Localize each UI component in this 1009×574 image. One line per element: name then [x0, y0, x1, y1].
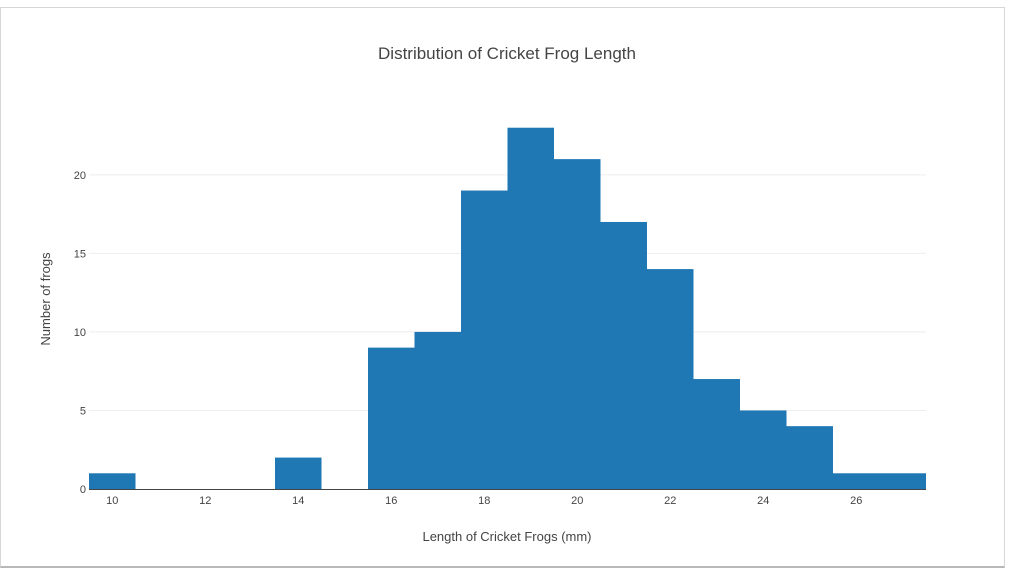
- y-tick-label-10: 10: [74, 327, 86, 339]
- x-tick-label-12: 12: [199, 495, 211, 507]
- histogram-bar-17[interactable]: [414, 331, 462, 489]
- x-tick-label-18: 18: [478, 495, 490, 507]
- histogram-bar-19[interactable]: [507, 127, 555, 489]
- histogram-bar-10[interactable]: [89, 473, 136, 489]
- x-tick-labels: 10 12 14 16 18 20 22 24 26: [106, 495, 862, 507]
- y-tick-label-5: 5: [80, 405, 86, 417]
- y-tick-label-20: 20: [74, 170, 86, 182]
- histogram-bar-26[interactable]: [833, 473, 880, 489]
- histogram-bars: [89, 127, 927, 490]
- histogram-bar-16[interactable]: [368, 347, 415, 489]
- x-tick-label-10: 10: [106, 495, 118, 507]
- histogram-bar-27[interactable]: [879, 473, 927, 489]
- histogram-bar-22[interactable]: [647, 269, 694, 489]
- histogram-bar-25[interactable]: [786, 426, 834, 489]
- x-tick-label-20: 20: [571, 495, 583, 507]
- y-tick-labels: 0 5 10 15 20: [74, 170, 86, 496]
- y-axis-label: Number of frogs: [38, 252, 53, 346]
- x-tick-label-16: 16: [385, 495, 397, 507]
- histogram-bar-21[interactable]: [600, 221, 648, 490]
- y-tick-label-0: 0: [80, 484, 86, 496]
- y-tick-label-15: 15: [74, 248, 86, 260]
- histogram-bar-14[interactable]: [275, 457, 322, 489]
- x-tick-label-14: 14: [292, 495, 304, 507]
- histogram-bar-20[interactable]: [554, 159, 601, 489]
- x-tick-label-22: 22: [664, 495, 676, 507]
- x-tick-label-24: 24: [757, 495, 769, 507]
- histogram-bar-23[interactable]: [693, 379, 741, 489]
- chart-title: Distribution of Cricket Frog Length: [378, 44, 636, 63]
- histogram-bar-18[interactable]: [461, 190, 508, 489]
- histogram-bar-24[interactable]: [740, 410, 787, 489]
- x-tick-label-26: 26: [850, 495, 862, 507]
- x-axis-label: Length of Cricket Frogs (mm): [422, 529, 591, 544]
